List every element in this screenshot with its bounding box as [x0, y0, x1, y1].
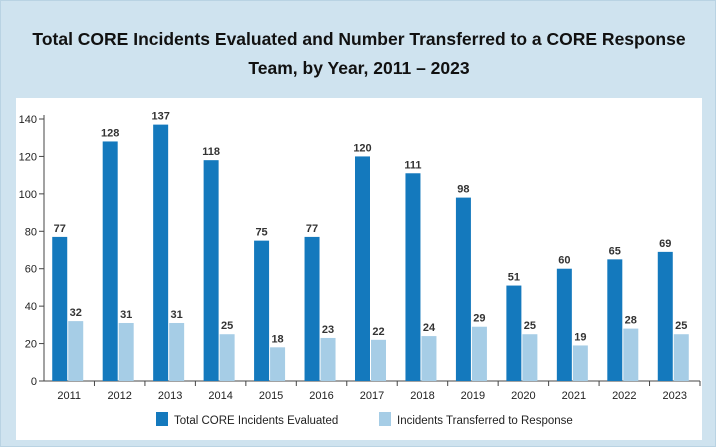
data-label-evaluated: 128 — [101, 127, 119, 139]
data-label-transferred: 19 — [574, 331, 586, 343]
legend-swatch-transferred — [379, 412, 391, 426]
bar-evaluated — [102, 141, 118, 381]
x-tick-label: 2023 — [663, 390, 687, 402]
bar-evaluated — [304, 236, 320, 381]
bar-transferred — [673, 334, 689, 381]
data-label-transferred: 32 — [70, 307, 82, 319]
chart-title-line-1: Total CORE Incidents Evaluated and Numbe… — [32, 29, 686, 49]
data-label-transferred: 23 — [322, 324, 334, 336]
data-label-transferred: 18 — [271, 333, 283, 345]
y-tick-label: 40 — [25, 301, 37, 313]
y-tick-label: 20 — [25, 339, 37, 351]
data-label-evaluated: 118 — [202, 146, 220, 158]
x-tick-label: 2016 — [309, 390, 333, 402]
y-tick-label: 80 — [25, 226, 37, 238]
bar-evaluated — [203, 160, 219, 381]
legend-label-transferred: Incidents Transferred to Response — [397, 415, 573, 427]
data-label-evaluated: 51 — [508, 272, 520, 284]
x-tick-label: 2018 — [410, 390, 434, 402]
x-tick-label: 2015 — [259, 390, 283, 402]
bar-evaluated — [657, 251, 673, 381]
y-tick-label: 140 — [19, 114, 37, 126]
data-label-evaluated: 75 — [255, 227, 267, 239]
x-tick-label: 2019 — [461, 390, 485, 402]
chart-title: Total CORE Incidents Evaluated and Numbe… — [1, 25, 716, 83]
data-label-transferred: 29 — [473, 313, 485, 325]
chart-panel: 0 20 40 60 80 100 120 140 77 32 2011 128 31 2012 137 31… — [16, 98, 702, 440]
x-tick-label: 2014 — [208, 390, 232, 402]
x-tick-label: 2021 — [562, 390, 586, 402]
bar-evaluated — [355, 156, 370, 381]
x-tick-label: 2020 — [511, 390, 535, 402]
data-label-transferred: 25 — [221, 320, 233, 332]
bar-transferred — [421, 336, 437, 381]
bar-transferred — [623, 328, 639, 381]
legend-swatch-evaluated — [156, 412, 168, 426]
data-label-evaluated: 69 — [659, 238, 671, 250]
y-tick-label: 60 — [25, 264, 37, 276]
x-tick-label: 2011 — [57, 390, 81, 402]
x-tick-label: 2013 — [158, 390, 182, 402]
data-label-evaluated: 137 — [151, 111, 169, 123]
bar-evaluated — [254, 240, 270, 381]
y-tick-label: 120 — [19, 151, 37, 163]
bar-transferred — [371, 339, 386, 381]
data-label-transferred: 24 — [423, 322, 436, 334]
x-tick-label: 2012 — [107, 390, 131, 402]
bar-evaluated — [607, 259, 623, 381]
data-label-evaluated: 111 — [404, 159, 421, 171]
bar-transferred — [320, 337, 336, 381]
bar-chart: 0 20 40 60 80 100 120 140 77 32 2011 128 31 2012 137 31… — [19, 111, 701, 427]
bar-transferred — [471, 326, 487, 381]
data-label-transferred: 25 — [675, 320, 687, 332]
y-tick-label: 100 — [19, 189, 37, 201]
data-label-evaluated: 60 — [558, 255, 570, 267]
bar-transferred — [522, 334, 538, 381]
data-label-transferred: 25 — [524, 320, 536, 332]
bar-evaluated — [405, 173, 421, 381]
bar-transferred — [219, 334, 235, 381]
data-label-evaluated: 77 — [54, 223, 66, 235]
data-label-evaluated: 65 — [609, 245, 621, 257]
bar-evaluated — [556, 268, 572, 381]
data-label-transferred: 28 — [625, 315, 637, 327]
chart-title-line-2: Team, by Year, 2011 – 2023 — [248, 58, 470, 78]
legend-label-evaluated: Total CORE Incidents Evaluated — [174, 415, 338, 427]
bar-transferred — [270, 347, 286, 381]
x-tick-label: 2022 — [612, 390, 636, 402]
bar-evaluated — [506, 285, 522, 381]
bar-transferred — [169, 322, 185, 381]
data-label-transferred: 31 — [171, 309, 183, 321]
bar-evaluated — [153, 124, 169, 381]
data-label-transferred: 22 — [372, 326, 384, 338]
y-tick-label: 0 — [31, 376, 37, 388]
bar-evaluated — [455, 197, 471, 381]
x-tick-label: 2017 — [360, 390, 384, 402]
bar-transferred — [68, 321, 84, 381]
bar-evaluated — [52, 236, 68, 381]
data-label-evaluated: 77 — [306, 223, 318, 235]
data-label-evaluated: 98 — [457, 184, 469, 196]
data-label-evaluated: 120 — [353, 142, 371, 154]
bar-transferred — [118, 322, 134, 381]
bar-transferred — [572, 345, 588, 381]
data-label-transferred: 31 — [120, 309, 132, 321]
